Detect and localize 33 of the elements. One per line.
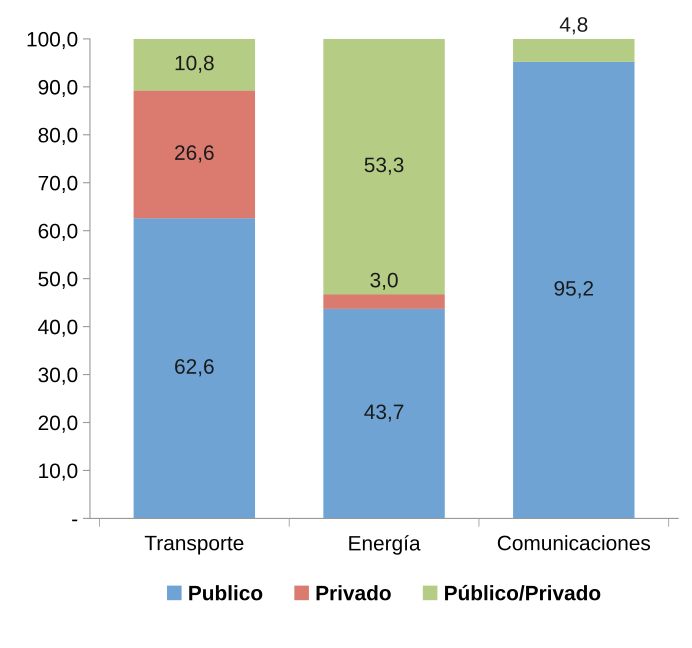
data-label: 3,0	[370, 272, 398, 290]
legend-label: Público/Privado	[445, 584, 600, 601]
bar	[323, 38, 445, 294]
y-tick-label: 50,0	[38, 272, 78, 289]
bar	[323, 294, 445, 309]
data-label: 4,8	[560, 17, 588, 34]
data-label: 10,8	[176, 56, 214, 73]
y-tick-label: 20,0	[38, 415, 78, 433]
y-tick-label: 90,0	[38, 80, 78, 98]
data-label: 62,6	[175, 359, 214, 376]
bar	[134, 38, 256, 91]
y-tick-label: 10,0	[39, 463, 78, 481]
legend-label: Publico	[189, 585, 262, 600]
legend-label: Privado	[316, 585, 391, 600]
y-tick-label: 40,0	[38, 320, 78, 337]
bar	[134, 90, 256, 218]
x-tick-label: Comunicaciones	[498, 535, 650, 550]
bar	[513, 38, 635, 62]
y-tick-label: 30,0	[38, 368, 78, 385]
bar	[513, 62, 635, 518]
y-tick-label: 100,0	[28, 32, 78, 50]
y-tick-label: 70,0	[38, 176, 78, 193]
x-tick-label: Energía	[349, 535, 421, 555]
data-label: 26,6	[175, 145, 214, 162]
data-label: 53,3	[364, 158, 404, 175]
bar	[134, 218, 256, 518]
y-tick-label: 60,0	[38, 224, 78, 241]
data-label: 95,2	[554, 280, 594, 298]
y-tick-label: -	[72, 520, 78, 522]
x-tick-label: Transporte	[144, 536, 244, 554]
data-label: 43,7	[364, 404, 404, 422]
y-tick-label: 80,0	[38, 128, 78, 145]
bar	[323, 308, 445, 518]
